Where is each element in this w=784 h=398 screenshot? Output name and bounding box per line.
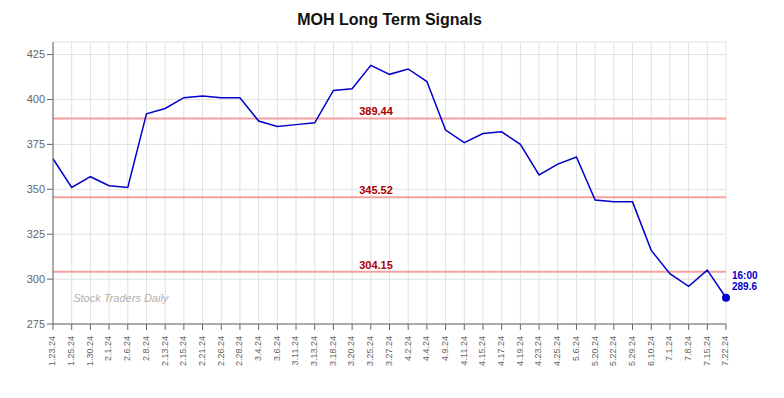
svg-text:2.8.24: 2.8.24 xyxy=(141,336,151,361)
svg-text:275: 275 xyxy=(27,318,45,330)
svg-text:4.2.24: 4.2.24 xyxy=(403,336,413,361)
svg-text:325: 325 xyxy=(27,228,45,240)
svg-text:3.25.24: 3.25.24 xyxy=(365,336,375,366)
svg-text:350: 350 xyxy=(27,183,45,195)
svg-text:400: 400 xyxy=(27,93,45,105)
svg-text:2.21.24: 2.21.24 xyxy=(197,336,207,366)
svg-text:6.10.24: 6.10.24 xyxy=(646,336,656,366)
svg-text:3.27.24: 3.27.24 xyxy=(384,336,394,366)
svg-text:2.1.24: 2.1.24 xyxy=(103,336,113,361)
svg-text:7.15.24: 7.15.24 xyxy=(702,336,712,366)
svg-text:3.6.24: 3.6.24 xyxy=(272,336,282,361)
svg-text:7.1.24: 7.1.24 xyxy=(664,336,674,361)
svg-text:3.20.24: 3.20.24 xyxy=(347,336,357,366)
svg-text:345.52: 345.52 xyxy=(359,184,393,196)
svg-text:16:00289.6: 16:00289.6 xyxy=(732,270,758,292)
svg-text:4.9.24: 4.9.24 xyxy=(440,336,450,361)
svg-text:425: 425 xyxy=(27,48,45,60)
svg-text:7.8.24: 7.8.24 xyxy=(683,336,693,361)
svg-text:5.22.24: 5.22.24 xyxy=(608,336,618,366)
svg-text:375: 375 xyxy=(27,138,45,150)
html-text:MOH Long Term Signals: MOH Long Term Signals xyxy=(297,11,482,28)
svg-text:1.25.24: 1.25.24 xyxy=(66,336,76,366)
svg-text:2.13.24: 2.13.24 xyxy=(160,336,170,366)
svg-text:4.19.24: 4.19.24 xyxy=(515,336,525,366)
svg-text:389.44: 389.44 xyxy=(359,105,394,117)
svg-text:4.25.24: 4.25.24 xyxy=(552,336,562,366)
svg-text:2.26.24: 2.26.24 xyxy=(216,336,226,366)
svg-text:2.15.24: 2.15.24 xyxy=(178,336,188,366)
svg-text:3.18.24: 3.18.24 xyxy=(328,336,338,366)
svg-text:5.6.24: 5.6.24 xyxy=(571,336,581,361)
svg-text:4.11.24: 4.11.24 xyxy=(459,336,469,365)
svg-text:3.13.24: 3.13.24 xyxy=(309,336,319,366)
svg-text:5.29.24: 5.29.24 xyxy=(627,336,637,366)
svg-text:2.28.24: 2.28.24 xyxy=(234,336,244,366)
svg-text:4.4.24: 4.4.24 xyxy=(421,336,431,361)
svg-text:3.11.24: 3.11.24 xyxy=(290,336,300,365)
svg-text:4.15.24: 4.15.24 xyxy=(477,336,487,366)
svg-text:1.23.24: 1.23.24 xyxy=(47,336,57,366)
svg-text:7.22.24: 7.22.24 xyxy=(720,336,730,366)
svg-text:4.17.24: 4.17.24 xyxy=(496,336,506,366)
svg-text:304.15: 304.15 xyxy=(359,259,393,271)
html-text:Stock Traders Daily: Stock Traders Daily xyxy=(73,292,169,305)
svg-text:3.4.24: 3.4.24 xyxy=(253,336,263,361)
svg-text:2.6.24: 2.6.24 xyxy=(122,336,132,361)
svg-text:1.30.24: 1.30.24 xyxy=(85,336,95,366)
svg-text:300: 300 xyxy=(27,273,45,285)
svg-text:4.23.24: 4.23.24 xyxy=(533,336,543,366)
svg-text:5.20.24: 5.20.24 xyxy=(590,336,600,366)
